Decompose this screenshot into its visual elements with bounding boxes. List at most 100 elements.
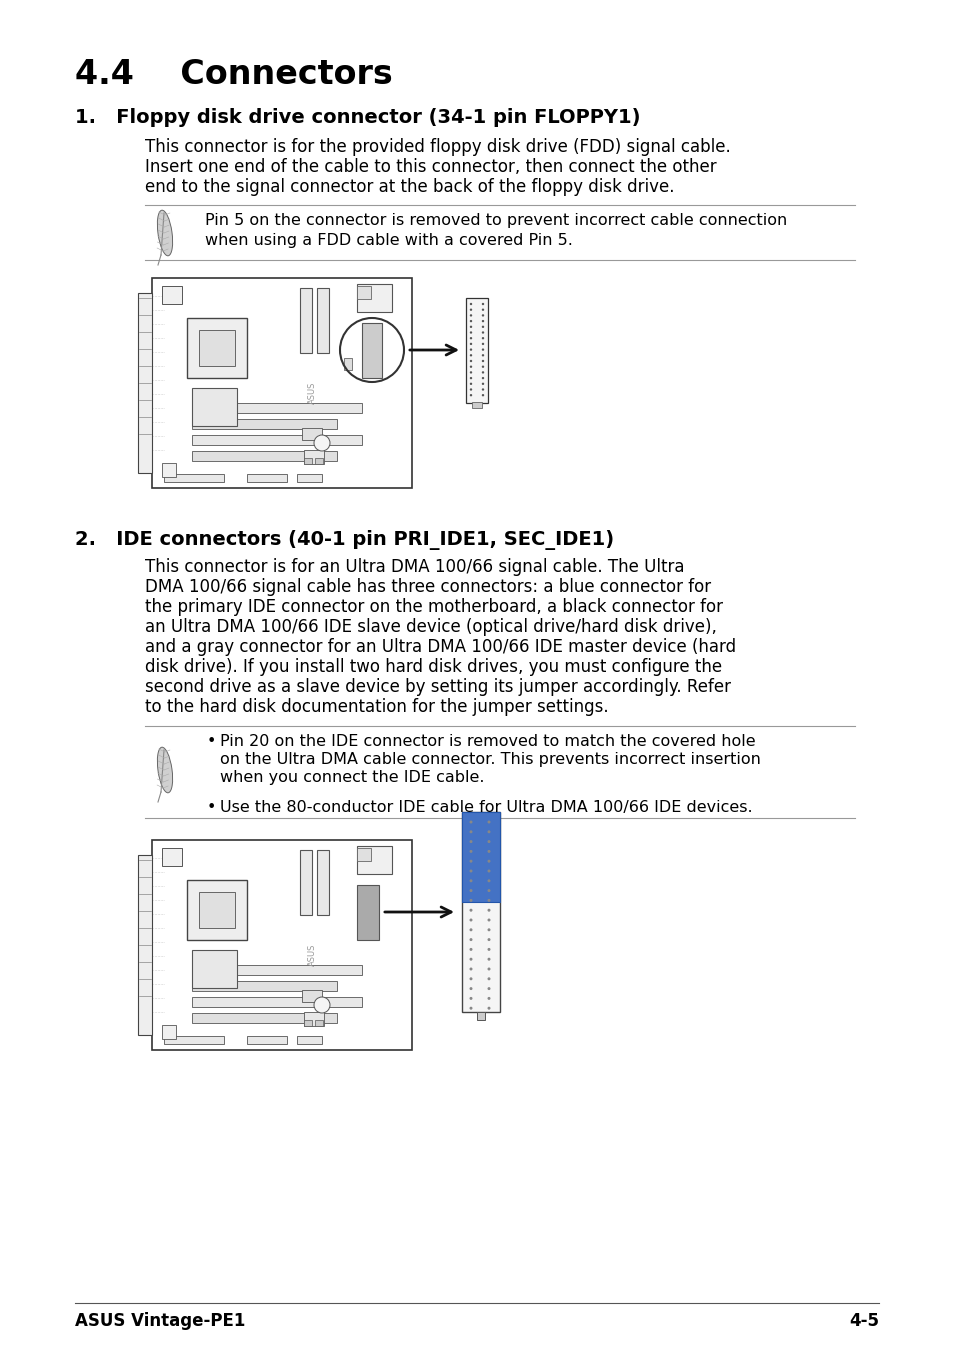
Circle shape (487, 919, 490, 921)
Text: This connector is for an Ultra DMA 100/66 signal cable. The Ultra: This connector is for an Ultra DMA 100/6… (145, 558, 684, 576)
Bar (187, 880, 247, 940)
Circle shape (481, 394, 484, 396)
Circle shape (469, 382, 472, 385)
Bar (162, 848, 182, 866)
Circle shape (469, 303, 472, 305)
Circle shape (469, 377, 472, 380)
Circle shape (487, 977, 490, 981)
Bar (472, 403, 481, 408)
Bar (192, 950, 236, 988)
Bar (304, 450, 324, 463)
Circle shape (487, 870, 490, 873)
Bar (356, 846, 392, 874)
Bar (344, 358, 352, 370)
Circle shape (481, 388, 484, 390)
Text: ASUS: ASUS (307, 382, 316, 404)
Circle shape (469, 366, 472, 367)
Text: ASUS Vintage-PE1: ASUS Vintage-PE1 (75, 1312, 245, 1329)
Text: ASUS: ASUS (307, 944, 316, 966)
Bar (138, 855, 152, 1035)
Circle shape (487, 889, 490, 892)
Text: an Ultra DMA 100/66 IDE slave device (optical drive/hard disk drive),: an Ultra DMA 100/66 IDE slave device (op… (145, 617, 716, 636)
Circle shape (469, 394, 472, 396)
Text: and a gray connector for an Ultra DMA 100/66 IDE master device (hard: and a gray connector for an Ultra DMA 10… (145, 638, 736, 657)
Circle shape (469, 308, 472, 311)
Circle shape (481, 308, 484, 311)
Text: Pin 20 on the IDE connector is removed to match the covered hole: Pin 20 on the IDE connector is removed t… (220, 734, 755, 748)
Circle shape (469, 388, 472, 390)
Circle shape (481, 372, 484, 374)
Bar (192, 403, 361, 413)
Circle shape (469, 354, 472, 357)
Text: Pin 5 on the connector is removed to prevent incorrect cable connection: Pin 5 on the connector is removed to pre… (205, 213, 786, 228)
Circle shape (469, 909, 472, 912)
Bar (314, 1020, 323, 1025)
Circle shape (469, 320, 472, 323)
Bar (162, 463, 175, 477)
Bar (299, 288, 312, 353)
Circle shape (469, 919, 472, 921)
Bar (356, 286, 371, 299)
Text: DMA 100/66 signal cable has three connectors: a blue connector for: DMA 100/66 signal cable has three connec… (145, 578, 710, 596)
Circle shape (314, 997, 330, 1013)
Bar (164, 474, 224, 482)
Text: •: • (207, 800, 216, 815)
Circle shape (314, 435, 330, 451)
Ellipse shape (157, 747, 172, 793)
Circle shape (469, 997, 472, 1000)
Bar (461, 812, 499, 902)
Circle shape (469, 880, 472, 882)
Circle shape (481, 382, 484, 385)
Circle shape (481, 343, 484, 345)
Bar (304, 1012, 324, 1025)
Circle shape (469, 331, 472, 334)
Circle shape (487, 820, 490, 824)
Bar (247, 474, 287, 482)
Circle shape (469, 349, 472, 351)
Circle shape (487, 880, 490, 882)
Circle shape (469, 326, 472, 328)
Bar (162, 1025, 175, 1039)
Bar (162, 286, 182, 304)
Bar (304, 1020, 312, 1025)
Bar (164, 1036, 224, 1044)
Bar (361, 323, 381, 378)
Text: •: • (207, 734, 216, 748)
Text: disk drive). If you install two hard disk drives, you must configure the: disk drive). If you install two hard dis… (145, 658, 721, 676)
Text: This connector is for the provided floppy disk drive (FDD) signal cable.: This connector is for the provided flopp… (145, 138, 730, 155)
Circle shape (487, 928, 490, 931)
Text: 1.   Floppy disk drive connector (34-1 pin FLOPPY1): 1. Floppy disk drive connector (34-1 pin… (75, 108, 639, 127)
Circle shape (487, 1006, 490, 1009)
Circle shape (481, 331, 484, 334)
Bar (304, 458, 312, 463)
Circle shape (469, 315, 472, 316)
Bar (192, 997, 361, 1006)
Circle shape (481, 366, 484, 367)
Circle shape (469, 840, 472, 843)
Circle shape (469, 977, 472, 981)
Circle shape (487, 967, 490, 970)
Circle shape (469, 948, 472, 951)
Bar (138, 293, 152, 473)
Text: the primary IDE connector on the motherboard, a black connector for: the primary IDE connector on the motherb… (145, 598, 722, 616)
Circle shape (469, 343, 472, 345)
Text: end to the signal connector at the back of the floppy disk drive.: end to the signal connector at the back … (145, 178, 674, 196)
Bar (199, 892, 234, 928)
Text: on the Ultra DMA cable connector. This prevents incorrect insertion: on the Ultra DMA cable connector. This p… (220, 753, 760, 767)
Circle shape (481, 354, 484, 357)
Circle shape (481, 336, 484, 339)
Circle shape (487, 988, 490, 990)
Circle shape (469, 820, 472, 824)
Circle shape (469, 372, 472, 374)
Bar (465, 299, 488, 403)
Bar (152, 278, 412, 488)
Circle shape (469, 988, 472, 990)
Circle shape (487, 958, 490, 961)
Circle shape (469, 958, 472, 961)
Circle shape (487, 840, 490, 843)
Circle shape (487, 831, 490, 834)
Bar (192, 388, 236, 426)
Circle shape (487, 997, 490, 1000)
Bar (192, 981, 336, 992)
Bar (152, 840, 412, 1050)
